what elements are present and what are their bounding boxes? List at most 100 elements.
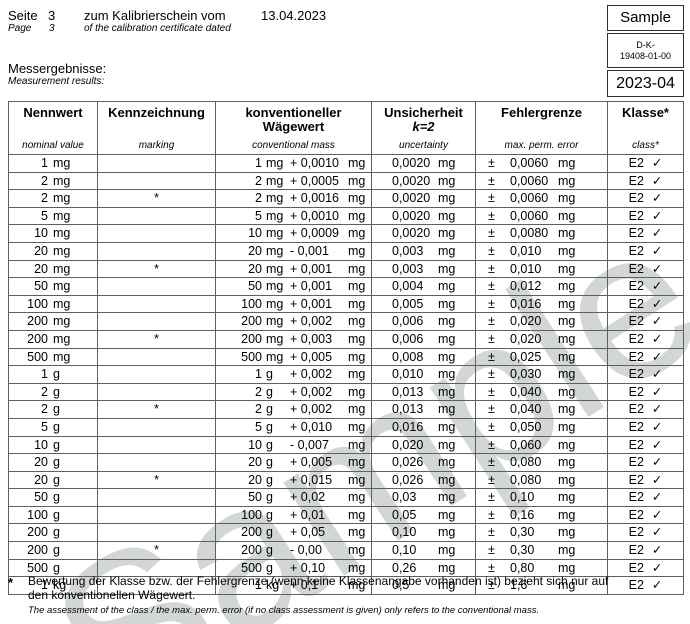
class-label: E2 [628, 191, 644, 206]
uncertainty-cell: 0,020 mg [371, 435, 476, 455]
results-heading-de: Messergebnisse: [8, 61, 107, 76]
marking-cell [97, 224, 216, 243]
check-icon: ✓ [651, 173, 663, 188]
max-perm-error-cell: ±1,6 mg [475, 576, 608, 595]
conventional-mass-cell: 10 g - 0,007 mg [215, 435, 372, 455]
nominal-value-cell: 10 g [8, 435, 98, 455]
uncertainty-cell: 0,004 mg [371, 277, 476, 296]
class-label: E2 [628, 437, 644, 452]
marking-cell [97, 382, 216, 402]
footnote-en: The assessment of the class / the max. p… [28, 605, 540, 616]
check-icon: ✓ [651, 367, 663, 382]
conventional-mass-cell: 20 g + 0,015 mg [215, 470, 372, 490]
max-perm-error-cell: ±0,025 mg [475, 347, 608, 367]
table-row: 2 mg 2 mg + 0,0005 mg 0,0020 mg ±0,0060 mg E2 ✓ [8, 171, 684, 191]
conventional-mass-cell: 200 g + 0,05 mg [215, 523, 372, 543]
marking-cell [97, 154, 216, 173]
certificate-date: 13.04.2023 [261, 8, 327, 23]
title-de: zum Kalibrierschein vom [84, 8, 226, 23]
check-icon: ✓ [651, 331, 663, 346]
table-row: 500 g 500 g + 0,10 mg 0,26 mg ±0,80 mg E2 ✓ [8, 558, 684, 578]
max-perm-error-cell: ±0,0080 mg [475, 224, 608, 243]
class-label: E2 [628, 472, 644, 487]
table-row: 20 g * 20 g + 0,015 mg 0,026 mg ±0,080 mg E2 ✓ [8, 470, 684, 490]
marking-cell [97, 488, 216, 507]
table-row: 200 mg * 200 mg + 0,003 mg 0,006 mg ±0,020 mg … [8, 329, 684, 349]
class-cell: E2 ✓ [607, 259, 684, 279]
conventional-mass-cell: 100 g + 0,01 mg [215, 505, 372, 525]
max-perm-error-cell: ±0,010 mg [475, 241, 608, 261]
class-label: E2 [628, 261, 644, 276]
max-perm-error-cell: ±0,016 mg [475, 294, 608, 314]
class-cell: E2 ✓ [607, 312, 684, 331]
uncertainty-cell: 0,026 mg [371, 453, 476, 472]
marking-asterisk: * [154, 472, 159, 487]
check-icon: ✓ [651, 314, 663, 329]
col-nominal-value: Nennwert nominal value [8, 101, 98, 155]
nominal-value-cell: 2 mg [8, 171, 98, 191]
uncertainty-cell: 0,0020 mg [371, 154, 476, 173]
class-label: E2 [628, 560, 644, 575]
class-cell: E2 ✓ [607, 400, 684, 419]
nominal-value-cell: 200 g [8, 523, 98, 543]
marking-cell: * [97, 329, 216, 349]
marking-asterisk: * [154, 261, 159, 276]
check-icon: ✓ [651, 560, 663, 575]
period-box: 2023-04 [607, 70, 684, 97]
uncertainty-cell: 0,10 mg [371, 541, 476, 560]
col-class: Klasse* class* [607, 101, 684, 155]
class-cell: E2 ✓ [607, 470, 684, 490]
nominal-value-cell: 100 g [8, 505, 98, 525]
nominal-value-cell: 20 mg [8, 259, 98, 279]
table-row: 100 g 100 g + 0,01 mg 0,05 mg ±0,16 mg E2 ✓ [8, 505, 684, 525]
conventional-mass-cell: 1 mg + 0,0010 mg [215, 154, 372, 173]
class-label: E2 [628, 331, 644, 346]
marking-cell: * [97, 259, 216, 279]
uncertainty-cell: 0,010 mg [371, 365, 476, 384]
max-perm-error-cell: ±0,0060 mg [475, 206, 608, 226]
class-cell: E2 ✓ [607, 488, 684, 507]
uncertainty-cell: 0,006 mg [371, 312, 476, 331]
nominal-value-cell: 200 mg [8, 312, 98, 331]
max-perm-error-cell: ±0,16 mg [475, 505, 608, 525]
page-number: 3 [48, 8, 56, 23]
table-row: 5 mg 5 mg + 0,0010 mg 0,0020 mg ±0,0060 mg E2 ✓ [8, 206, 684, 226]
class-label: E2 [628, 279, 644, 294]
stamp-column: Sample D-K- 19408-01-00 2023-04 [607, 5, 684, 97]
conventional-mass-cell: 20 g + 0,005 mg [215, 453, 372, 472]
table-row: 1 mg 1 mg + 0,0010 mg 0,0020 mg ±0,0060 mg E2 ✓ [8, 154, 684, 173]
results-heading-en: Measurement results: [8, 76, 105, 87]
table-row: 200 mg 200 mg + 0,002 mg 0,006 mg ±0,020 mg E2… [8, 312, 684, 331]
check-icon: ✓ [651, 191, 663, 206]
conventional-mass-cell: 1 kg + 0,1 mg [215, 576, 372, 595]
max-perm-error-cell: ±0,0060 mg [475, 154, 608, 173]
nominal-value-cell: 5 mg [8, 206, 98, 226]
marking-cell [97, 277, 216, 296]
class-label: E2 [628, 349, 644, 364]
uncertainty-cell: 0,0020 mg [371, 224, 476, 243]
class-label: E2 [628, 296, 644, 311]
conventional-mass-cell: 20 mg + 0,001 mg [215, 259, 372, 279]
col-conventional-mass: konventioneller Wägewert conventional ma… [215, 101, 372, 155]
uncertainty-cell: 0,26 mg [371, 558, 476, 578]
nominal-value-cell: 500 mg [8, 347, 98, 367]
class-cell: E2 ✓ [607, 576, 684, 595]
class-label: E2 [628, 314, 644, 329]
check-icon: ✓ [651, 543, 663, 558]
nominal-value-cell: 50 mg [8, 277, 98, 296]
max-perm-error-cell: ±0,080 mg [475, 453, 608, 472]
max-perm-error-cell: ±0,060 mg [475, 435, 608, 455]
class-cell: E2 ✓ [607, 505, 684, 525]
results-table: Nennwert nominal value Kennzeichnung mar… [8, 101, 684, 595]
uncertainty-cell: 0,003 mg [371, 259, 476, 279]
uncertainty-cell: 0,006 mg [371, 329, 476, 349]
marking-cell [97, 241, 216, 261]
class-cell: E2 ✓ [607, 365, 684, 384]
marking-asterisk: * [154, 402, 159, 417]
conventional-mass-cell: 200 g - 0,00 mg [215, 541, 372, 560]
check-icon: ✓ [651, 279, 663, 294]
max-perm-error-cell: ±0,020 mg [475, 312, 608, 331]
check-icon: ✓ [651, 261, 663, 276]
registration-line1: D-K- [636, 40, 655, 50]
